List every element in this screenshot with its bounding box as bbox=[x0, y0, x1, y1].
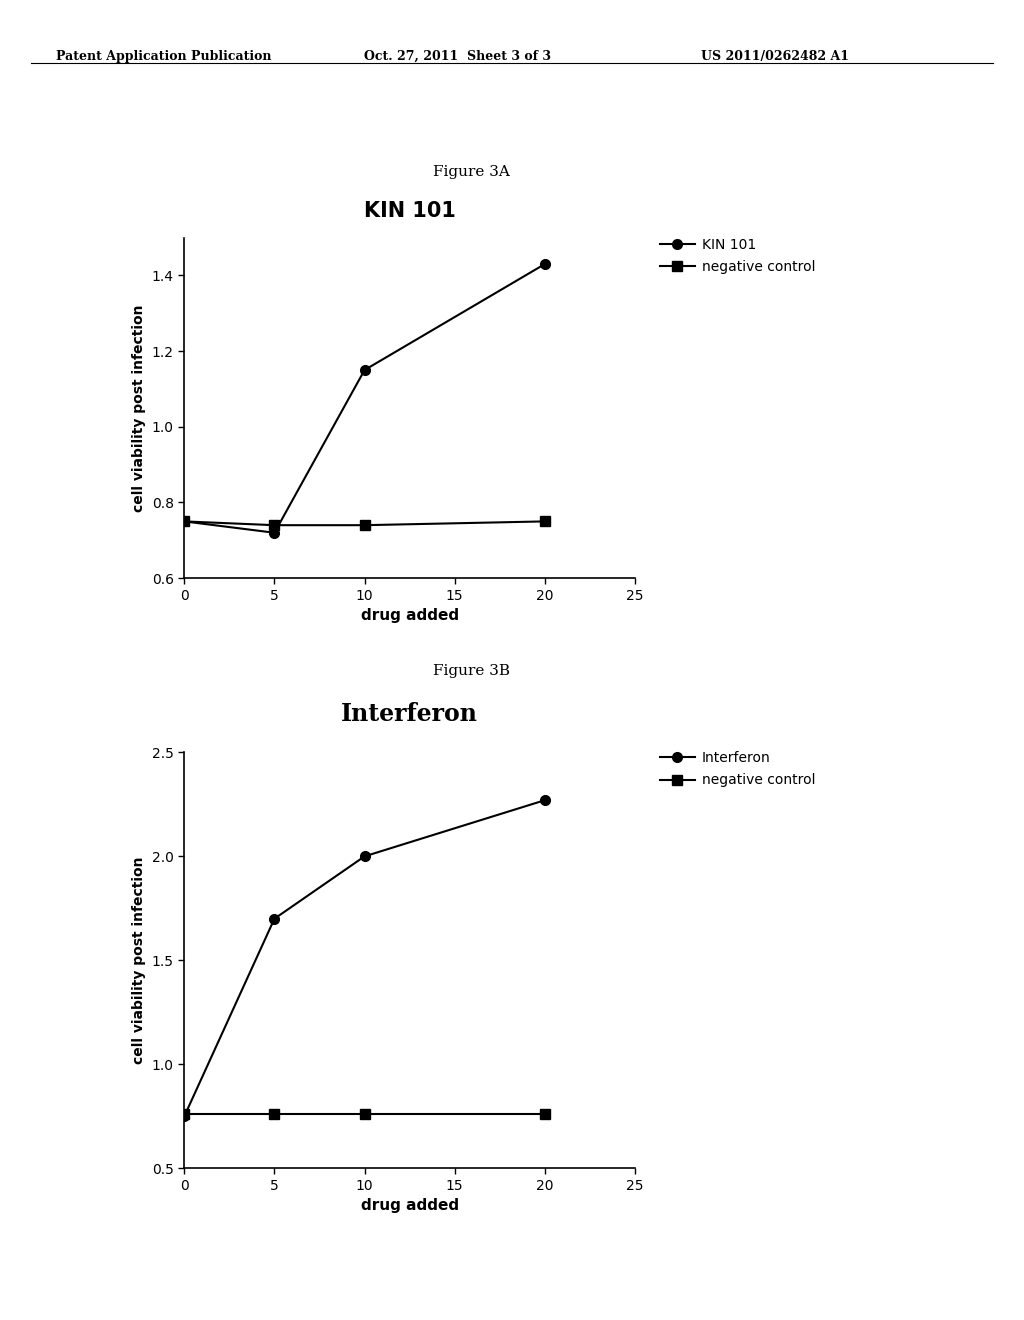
Text: Interferon: Interferon bbox=[341, 702, 478, 726]
Text: KIN 101: KIN 101 bbox=[364, 201, 456, 220]
Text: Oct. 27, 2011  Sheet 3 of 3: Oct. 27, 2011 Sheet 3 of 3 bbox=[364, 50, 551, 63]
X-axis label: drug added: drug added bbox=[360, 609, 459, 623]
Text: Patent Application Publication: Patent Application Publication bbox=[56, 50, 271, 63]
Text: Figure 3B: Figure 3B bbox=[432, 664, 510, 678]
Y-axis label: cell viability post infection: cell viability post infection bbox=[132, 857, 146, 1064]
X-axis label: drug added: drug added bbox=[360, 1199, 459, 1213]
Legend: KIN 101, negative control: KIN 101, negative control bbox=[659, 238, 815, 275]
Text: Figure 3A: Figure 3A bbox=[432, 165, 510, 180]
Text: US 2011/0262482 A1: US 2011/0262482 A1 bbox=[701, 50, 850, 63]
Legend: Interferon, negative control: Interferon, negative control bbox=[659, 751, 815, 787]
Y-axis label: cell viability post infection: cell viability post infection bbox=[132, 304, 146, 512]
